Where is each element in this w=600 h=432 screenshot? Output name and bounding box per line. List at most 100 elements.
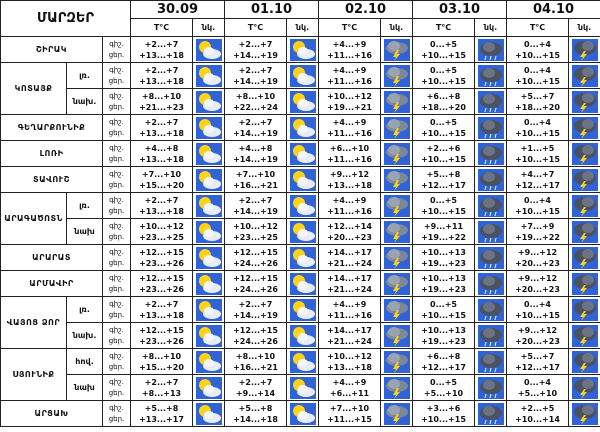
temp-cell: +9...+12 +20...+23 xyxy=(506,270,569,297)
region-row: ԳԵՂԱՐՔՈՒՆԻՔ գիշ. ցեր. +2...+7 +13...+18 +2...… xyxy=(0,114,600,141)
temp-cell: 0...+4 +10...+15 xyxy=(506,36,569,63)
period-labels: գիշ. ցեր. xyxy=(102,166,131,193)
temp-range: +12...+15 xyxy=(139,325,184,335)
period-label: գիշ. xyxy=(109,247,124,256)
weather-icon xyxy=(571,220,598,243)
temp-range: +10...+13 xyxy=(421,273,466,283)
weather-icon xyxy=(289,298,316,321)
region-row: նախ. գիշ. ցեր. +12...+15 +23...+26 +12...+15 +… xyxy=(1,322,600,349)
temp-range: +5...+8 xyxy=(238,403,273,413)
icon-cell xyxy=(286,62,319,89)
temp-cell: +5...+7 +18...+20 xyxy=(506,88,569,115)
temp-range: +13...+18 xyxy=(139,76,184,86)
period-label: ցեր. xyxy=(108,362,125,371)
temp-range: +11...+16 xyxy=(327,128,372,138)
temp-range: +10...+15 xyxy=(421,128,466,138)
icon-cell xyxy=(286,166,319,193)
icon-cell xyxy=(286,114,319,141)
icon-cell xyxy=(192,36,225,63)
weather-icon xyxy=(571,246,598,269)
temp-cell: +2...+6 +10...+15 xyxy=(412,140,475,167)
temp-range: +13...+18 xyxy=(139,128,184,138)
temp-header: T°C xyxy=(224,18,287,37)
temp-range: +10...+15 xyxy=(421,414,466,424)
temp-range: +19...+21 xyxy=(327,102,372,112)
temp-range: +5...+10 xyxy=(423,388,464,398)
weather-icon xyxy=(289,90,316,113)
temp-range: +2...+7 xyxy=(238,39,273,49)
weather-icon xyxy=(571,142,598,165)
icon-cell xyxy=(380,400,413,427)
weather-icon xyxy=(477,272,504,295)
period-label: ցեր. xyxy=(108,50,125,59)
temp-range: +23...+25 xyxy=(139,232,184,242)
temp-range: +12...+15 xyxy=(233,325,278,335)
temp-cell: +2...+7 +13...+18 xyxy=(130,192,193,219)
temp-range: +8...+10 xyxy=(141,351,182,361)
temp-range: 0...+5 xyxy=(430,65,457,75)
weather-icon xyxy=(571,324,598,347)
temp-cell: +10...+12 +13...+18 xyxy=(318,348,381,375)
temp-range: +2...+7 xyxy=(144,377,179,387)
weather-icon xyxy=(383,298,410,321)
sub-label: նախ xyxy=(66,374,103,401)
temp-range: +13...+18 xyxy=(327,180,372,190)
temp-range: +1...+5 xyxy=(520,143,555,153)
temp-cell: +7...+9 +19...+22 xyxy=(506,218,569,245)
region-name: ՏԱՎՈՒՇ xyxy=(0,166,103,193)
temp-range: +15...+20 xyxy=(139,362,184,372)
icon-cell xyxy=(568,192,600,219)
temp-range: +14...+19 xyxy=(233,50,278,60)
temp-cell: +6...+10 +11...+16 xyxy=(318,140,381,167)
region-row: նախ. գիշ. ցեր. +8...+10 +21...+23 +8...+10 +22… xyxy=(1,88,600,115)
weather-icon xyxy=(289,376,316,399)
temp-range: +2...+7 xyxy=(144,195,179,205)
temp-cell: +12...+14 +20...+23 xyxy=(318,218,381,245)
region-header: ՄԱՐԶԵՐ xyxy=(0,0,131,37)
temp-range: +10...+15 xyxy=(515,310,560,320)
period-labels: գիշ. ցեր. xyxy=(102,374,131,401)
icon-cell xyxy=(380,36,413,63)
icon-cell xyxy=(192,88,225,115)
temp-cell: +4...+8 +13...+18 xyxy=(130,140,193,167)
icon-cell xyxy=(192,192,225,219)
icon-cell xyxy=(380,114,413,141)
icon-cell xyxy=(192,400,225,427)
temp-cell: +10...+13 +19...+23 xyxy=(412,270,475,297)
temp-range: +2...+7 xyxy=(238,117,273,127)
weather-icon xyxy=(571,402,598,425)
weather-icon xyxy=(383,168,410,191)
temp-range: +6...+8 xyxy=(426,351,461,361)
icon-header: նկ. xyxy=(474,18,507,37)
period-labels: գիշ. ցեր. xyxy=(102,400,131,427)
period-label: գիշ. xyxy=(109,65,124,74)
icon-header: նկ. xyxy=(192,18,225,37)
temp-range: +10...+15 xyxy=(421,154,466,164)
icon-cell xyxy=(568,244,600,271)
temp-range: +19...+22 xyxy=(421,232,466,242)
temp-cell: +9...+12 +20...+23 xyxy=(506,244,569,271)
temp-range: +8...+10 xyxy=(235,91,276,101)
icon-cell xyxy=(568,374,600,401)
temp-range: +21...+24 xyxy=(327,284,372,294)
temp-range: +7...+10 xyxy=(141,169,182,179)
region-row: նախ գիշ. ցեր. +10...+12 +23...+25 +10...+12 +2… xyxy=(1,218,600,245)
weather-icon xyxy=(477,116,504,139)
temp-range: +11...+15 xyxy=(327,414,372,424)
temp-range: +2...+7 xyxy=(144,65,179,75)
weather-icon xyxy=(289,324,316,347)
temp-range: +2...+7 xyxy=(238,65,273,75)
temp-range: +10...+12 xyxy=(327,351,372,361)
period-label: գիշ. xyxy=(109,91,124,100)
icon-cell xyxy=(474,322,507,349)
temp-range: +14...+19 xyxy=(233,154,278,164)
temp-range: +4...+7 xyxy=(520,169,555,179)
temp-range: 0...+4 xyxy=(524,39,551,49)
temp-range: +5...+10 xyxy=(517,388,558,398)
period-label: ցեր. xyxy=(108,128,125,137)
icon-cell xyxy=(286,270,319,297)
temp-range: +12...+15 xyxy=(139,273,184,283)
icon-cell xyxy=(568,218,600,245)
sub-label: լռ. xyxy=(66,192,103,219)
